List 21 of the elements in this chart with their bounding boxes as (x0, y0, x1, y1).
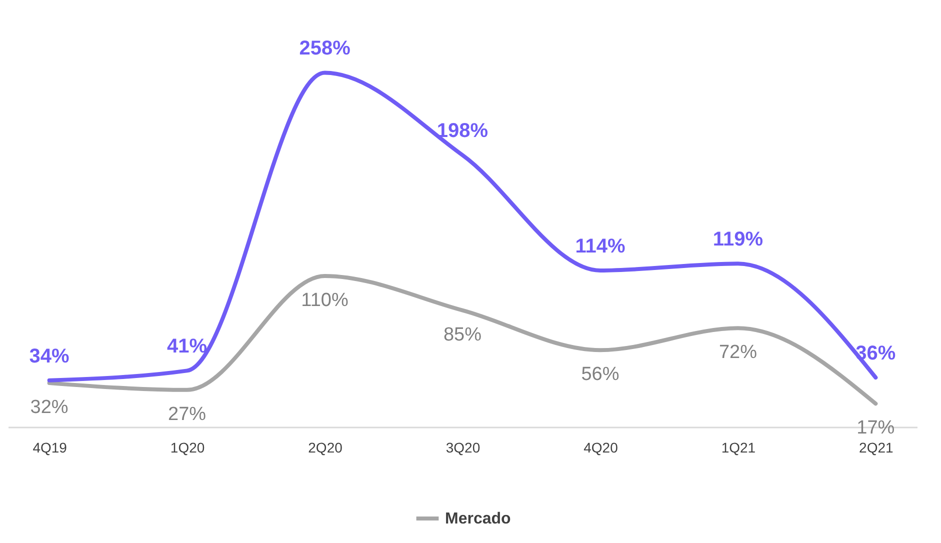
x-tick-label: 2Q21 (859, 440, 894, 456)
x-tick-label: 4Q19 (32, 440, 68, 456)
data-label: 198% (436, 120, 488, 142)
x-tick-label: 3Q20 (446, 440, 480, 456)
x-tick-label: 4Q20 (584, 440, 618, 456)
legend-label: Mercado (445, 510, 512, 528)
data-label: 258% (299, 38, 351, 60)
data-label: 56% (581, 364, 620, 386)
data-label: 34% (29, 345, 70, 368)
data-label: 119% (712, 228, 764, 251)
data-label: 72% (718, 342, 758, 364)
data-label: 27% (168, 404, 206, 425)
data-label: 110% (301, 290, 348, 311)
data-label: 85% (443, 324, 482, 346)
x-tick-label: 1Q20 (170, 440, 205, 456)
data-label: 32% (30, 397, 68, 418)
x-tick-label: 1Q21 (721, 440, 756, 456)
data-label: 114% (575, 235, 626, 258)
x-tick-label: 2Q20 (308, 440, 343, 456)
data-label: 17% (856, 418, 895, 439)
data-label: 41% (167, 336, 208, 358)
